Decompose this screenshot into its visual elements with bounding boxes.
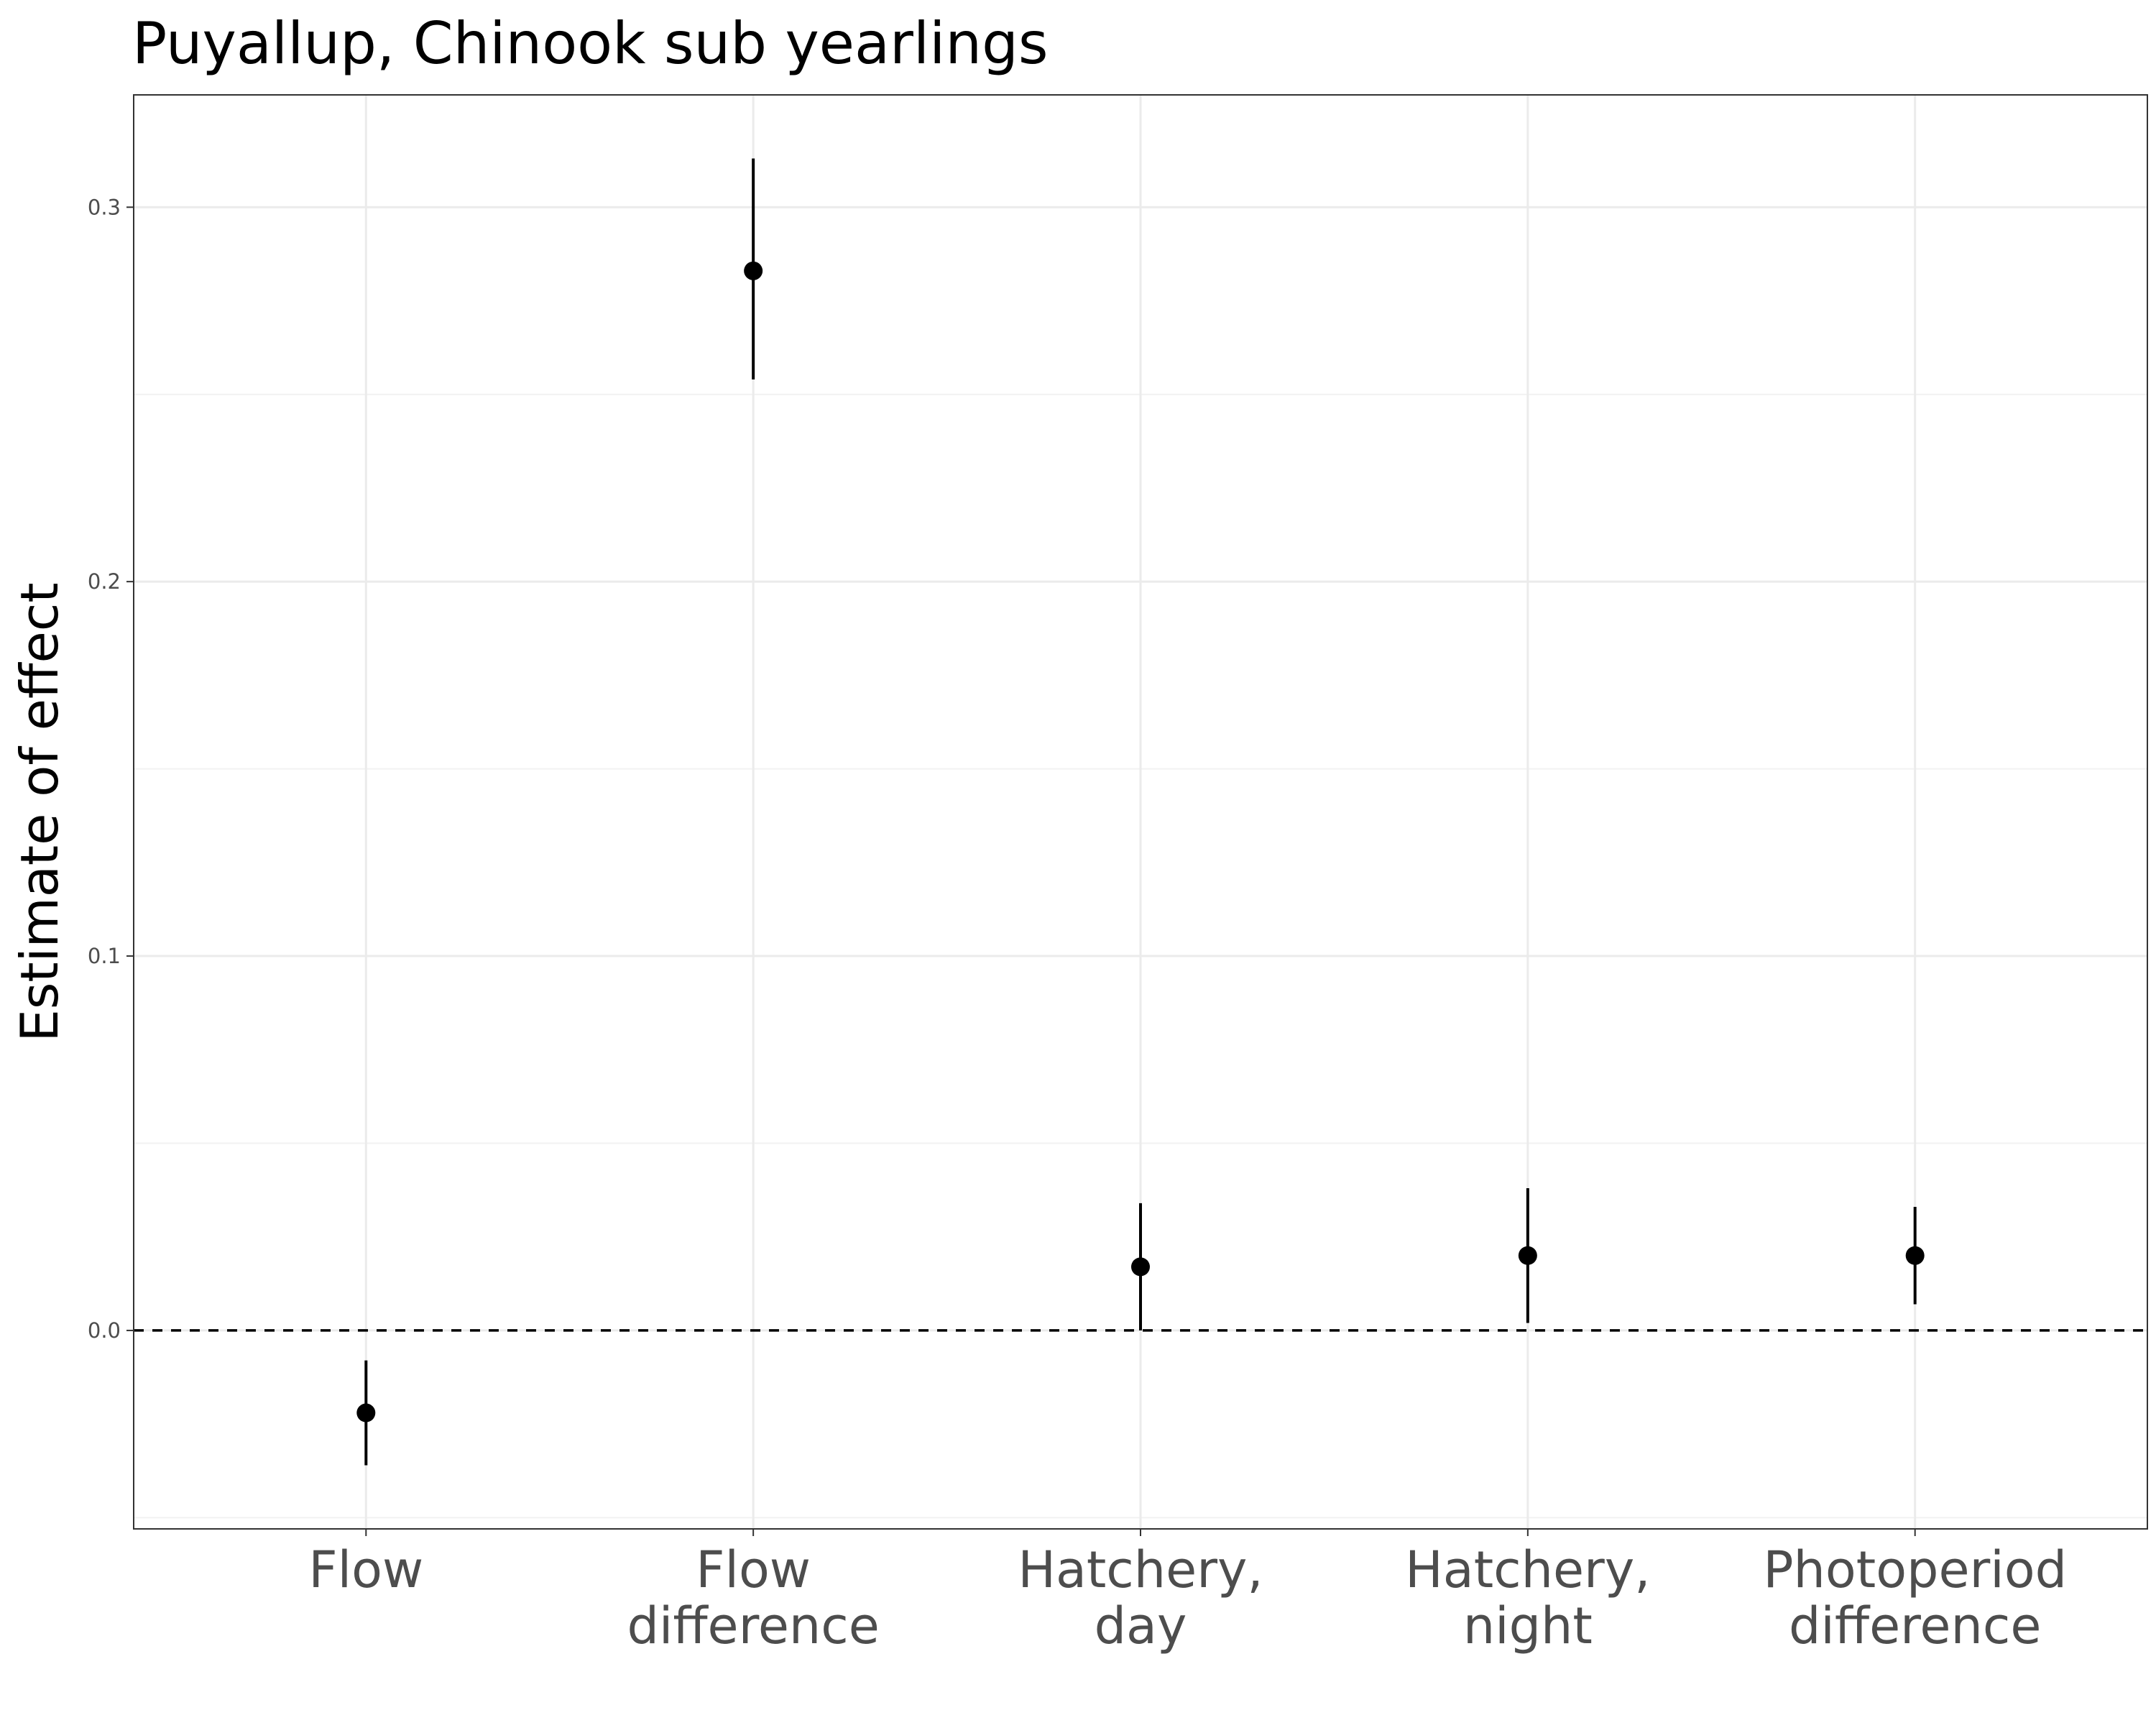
data-marks xyxy=(356,158,1925,1466)
estimate-point xyxy=(744,261,763,280)
x-tick-label-line: Hatchery, xyxy=(1405,1540,1650,1599)
x-tick-label-line: Flow xyxy=(308,1540,423,1599)
chart-title: Puyallup, Chinook sub yearlings xyxy=(132,10,1049,77)
x-tick-label: Flow xyxy=(308,1540,423,1599)
y-tick-label: 0.3 xyxy=(88,195,121,219)
x-tick-label-line: difference xyxy=(627,1596,879,1655)
x-tick-label-line: Photoperiod xyxy=(1763,1540,2067,1599)
x-tick-label: Hatchery, night xyxy=(1405,1540,1650,1655)
x-tick-label-line: day xyxy=(1095,1596,1187,1655)
estimate-point xyxy=(1905,1246,1925,1265)
x-tick-label: Hatchery, day xyxy=(1018,1540,1263,1655)
x-tick-label: Flow difference xyxy=(627,1540,879,1655)
x-tick-label: Photoperiod difference xyxy=(1763,1540,2067,1655)
estimate-point xyxy=(1518,1246,1537,1265)
y-tick-label: 0.2 xyxy=(88,569,121,594)
estimate-point xyxy=(1131,1257,1150,1277)
y-tick-label: 0.1 xyxy=(88,944,121,968)
x-tick-label-line: night xyxy=(1463,1596,1593,1655)
estimate-point xyxy=(356,1403,376,1423)
x-tick-label-line: difference xyxy=(1789,1596,2041,1655)
y-tick-label: 0.0 xyxy=(88,1318,121,1343)
x-tick-label-line: Hatchery, xyxy=(1018,1540,1263,1599)
x-tick-label-line: Flow xyxy=(696,1540,811,1599)
y-axis-label: Estimate of effect xyxy=(9,582,70,1042)
